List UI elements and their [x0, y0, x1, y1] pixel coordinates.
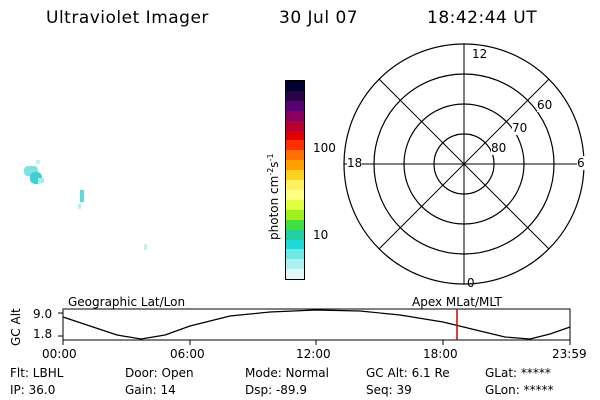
strip-right-title: Apex MLat/MLT [412, 295, 502, 309]
colorbar-band [286, 140, 304, 151]
time-label: 18:42:44 UT [427, 8, 538, 28]
polar-label-lat70: 70 [512, 121, 528, 135]
colorbar-band [286, 120, 304, 131]
colorbar [285, 80, 305, 280]
strip-left-title: Geographic Lat/Lon [68, 295, 186, 309]
colorbar-band [286, 100, 304, 111]
info-door: Door: Open [125, 366, 194, 380]
image-speck [24, 166, 38, 176]
strip-ytick-high: 9.0 [33, 307, 53, 321]
strip-xtick-4: 23:59 [552, 347, 587, 361]
strip-xtick-2: 12:00 [296, 347, 331, 361]
colorbar-band [286, 199, 304, 210]
strip-frame [62, 308, 571, 341]
info-mode: Mode: Normal [245, 366, 329, 380]
colorbar-band [286, 239, 304, 250]
polar-diagonal-2 [378, 78, 550, 250]
colorbar-band [286, 249, 304, 260]
polar-label-noon: 12 [472, 47, 488, 61]
image-speck [144, 244, 147, 250]
colorbar-band [286, 219, 304, 230]
strip-ytick-low: 1.8 [33, 327, 53, 341]
instrument-title: Ultraviolet Imager [46, 8, 209, 28]
altitude-curve [62, 309, 571, 340]
colorbar-band [286, 259, 304, 270]
colorbar-tick-100: 100 [313, 141, 336, 155]
date-label: 30 Jul 07 [279, 8, 359, 28]
colorbar-band [286, 269, 304, 280]
colorbar-band [286, 229, 304, 240]
strip-xtick-0: 00:00 [42, 347, 77, 361]
info-glat: GLat: ***** [485, 366, 551, 380]
colorbar-band [286, 180, 304, 190]
colorbar-band [286, 209, 304, 220]
colorbar-band [286, 130, 304, 141]
colorbar-tick-10: 10 [313, 228, 329, 242]
colorbar-band [286, 170, 304, 181]
info-glon: GLon: ***** [485, 383, 554, 397]
polar-label-midnight: 0 [467, 276, 475, 290]
colorbar-band [286, 160, 304, 171]
colorbar-band [286, 150, 304, 161]
colorbar-band [286, 90, 304, 101]
strip-xtick-1: 06:00 [170, 347, 205, 361]
image-speck [38, 178, 44, 183]
polar-label-dawn: 6 [577, 156, 585, 170]
image-speck [36, 160, 40, 164]
image-speck [80, 190, 84, 202]
colorbar-band [286, 189, 304, 200]
polar-label-lat60: 60 [537, 98, 553, 112]
info-seq: Seq: 39 [366, 383, 412, 397]
strip-xtick-3: 18:00 [423, 347, 458, 361]
colorbar-band [286, 81, 304, 91]
info-ip: IP: 36.0 [10, 383, 56, 397]
info-flt: Flt: LBHL [10, 366, 64, 380]
polar-label-dusk: 18 [347, 156, 363, 170]
polar-label-lat80: 80 [491, 141, 507, 155]
colorbar-band [286, 110, 304, 121]
image-speck [78, 204, 81, 209]
info-gcalt: GC Alt: 6.1 Re [366, 366, 450, 380]
info-gain: Gain: 14 [125, 383, 176, 397]
info-dsp: Dsp: -89.9 [245, 383, 308, 397]
